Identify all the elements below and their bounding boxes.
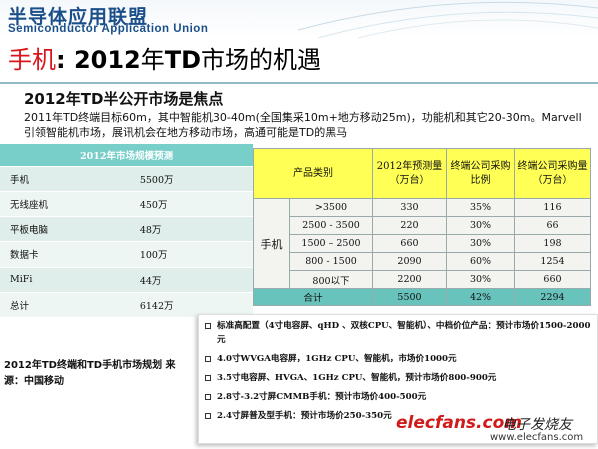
org-subtitle: Semiconductor Application Union [8,23,209,35]
title-part-phone: 手机 [8,46,56,74]
table-row: 数据卡 100万 [0,241,253,268]
ratio-cell: 30% [446,234,515,253]
bullet-text: 2.8寸-3.2寸屏CMMB手机：预计市场价400-500元 [217,392,427,402]
watermark-brand: 电子发烧友 [502,417,572,433]
list-item: 4.0寸WVGA电容屏，1GHz CPU、智能机，市场价1000元 [205,352,591,366]
ratio-cell: 60% [446,252,515,271]
row-label: 手机 [0,166,100,192]
purchase-cell: 66 [514,216,591,235]
title-part-rest: 市场的机遇 [201,46,322,74]
row-value: 48万 [99,216,253,243]
title-part-year: : 2012 [56,46,141,74]
table-row: 手机 >3500 330 35% 116 [253,198,591,289]
forecast-cell: 2200 [372,270,447,289]
forecast-cell: 2090 [372,252,447,271]
ratio-cell: 30% [446,216,515,235]
header-purchase: 终端公司采购量（万台） [514,148,591,199]
forecast-cell: 660 [372,234,447,253]
product-bullets: 标准高配置（4寸电容屏、qHD 、双核CPU、智能机）、中档价位产品：预计市场价… [198,314,598,444]
table-row: 800以下 2200 30% 660 [254,270,591,289]
list-item: 标准高配置（4寸电容屏、qHD 、双核CPU、智能机）、中档价位产品：预计市场价… [205,319,591,347]
bullet-text: 4.0寸WVGA电容屏，1GHz CPU、智能机，市场价1000元 [217,354,457,364]
purchase-cell: 198 [514,234,591,253]
bullet-text: 3.5寸电容屏、HVGA、1GHz CPU、智能机，预计市场价800-900元 [217,373,497,383]
decorative-lines [298,1,598,38]
table-row: 2500 - 3500 220 30% 66 [254,216,591,235]
list-item: 2.8寸-3.2寸屏CMMB手机：预计市场价400-500元 [205,390,591,404]
price-range: 800以下 [289,270,373,289]
square-bullet-icon [205,375,211,381]
price-range: 1500 – 2500 [289,234,373,253]
org-name: 半导体应用联盟 [8,6,149,28]
purchase-cell: 660 [514,270,591,289]
purchase-cell: 1254 [514,252,591,271]
square-bullet-icon [205,394,211,400]
price-range: >3500 [289,198,373,217]
header-ratio: 终端公司采购比例 [446,148,515,199]
header-forecast: 2012年预测量（万台） [372,148,447,199]
total-row: 合计 5500 42% 2294 [253,288,591,306]
forecast-table: 产品类别 2012年预测量（万台） 终端公司采购比例 终端公司采购量（万台） 手… [253,148,591,306]
table-row: 总计 6142万 [0,292,253,319]
section-subtitle: 2012年TD半公开市场是焦点 [24,90,224,108]
watermark-url: www.elecfans.com [490,432,584,443]
row-value: 450万 [99,191,253,218]
table-row: 1500 – 2500 660 30% 198 [254,234,591,253]
watermark: elecfans.com 电子发烧友 www.elecfans.com [392,410,596,446]
table-row: 手机 5500万 [0,166,253,192]
intro-paragraph: 2011年TD终端目标60m，其中智能机30-40m(全国集采10m+地方移动2… [24,111,582,139]
source-note: 2012年TD终端和TD手机市场规划 来源：中国移动 [4,360,176,387]
bullet-text: 2.4寸屏普及型手机：预计市场价250-350元 [217,411,392,421]
title-part-nian: 年 [140,46,165,74]
group-label: 手机 [253,198,290,289]
table-row: 无线座机 450万 [0,191,253,218]
row-value: 5500万 [99,166,253,192]
forecast-cell: 220 [372,216,447,235]
row-value: 44万 [99,267,253,293]
row-label: MiFi [0,267,100,293]
table-row: MiFi 44万 [0,267,253,293]
total-label: 合计 [253,288,373,306]
purchase-cell: 116 [514,198,591,217]
watermark-logo: elecfans.com [396,413,522,433]
ratio-cell: 35% [446,198,515,217]
row-label: 数据卡 [0,241,100,268]
table-row: 800 - 1500 2090 60% 1254 [254,252,591,271]
list-item: 2.4寸屏普及型手机：预计市场价250-350元 [205,409,591,423]
list-item: 3.5寸电容屏、HVGA、1GHz CPU、智能机，预计市场价800-900元 [205,371,591,385]
square-bullet-icon [205,356,211,362]
page-title: 手机: 2012年TD市场的机遇 [8,46,321,74]
row-value: 6142万 [99,292,253,319]
table-row: 平板电脑 48万 [0,216,253,243]
header-category: 产品类别 [253,148,373,199]
title-part-td: TD [164,46,202,74]
row-label: 平板电脑 [0,216,100,243]
row-value: 100万 [99,241,253,268]
forecast-cell: 330 [372,198,447,217]
row-label: 总计 [0,292,100,319]
square-bullet-icon [205,413,211,419]
price-range: 2500 - 3500 [289,216,373,235]
total-ratio: 42% [446,288,515,306]
total-purchase: 2294 [514,288,591,306]
market-size-table: 2012年市场规模预测 手机 5500万 无线座机 450万 平板电脑 48万 数据卡… [0,144,253,319]
price-range: 800 - 1500 [289,252,373,271]
row-label: 无线座机 [0,191,100,218]
market-size-header: 2012年市场规模预测 [0,144,253,167]
bullet-text: 标准高配置（4寸电容屏、qHD 、双核CPU、智能机）、中档价位产品：预计市场价… [217,321,591,345]
total-forecast: 5500 [372,288,447,306]
header-band: 半导体应用联盟 Semiconductor Application Union [0,0,598,38]
square-bullet-icon [205,323,211,329]
ratio-cell: 30% [446,270,515,289]
title-divider [0,82,598,84]
